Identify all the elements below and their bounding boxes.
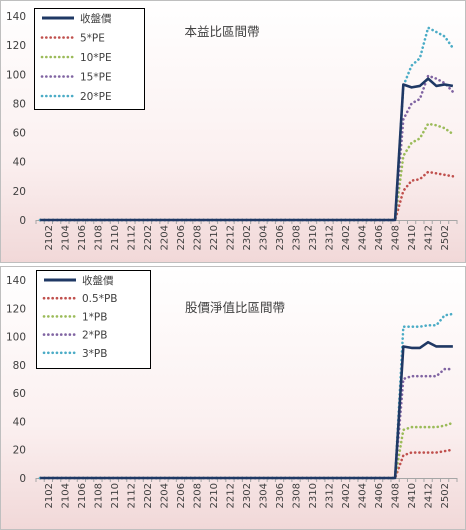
- x-tick-label: 2302: [242, 483, 253, 508]
- x-tick-label: 2402: [341, 483, 352, 508]
- x-tick-label: 2206: [176, 225, 187, 250]
- legend-label: 收盤價: [80, 12, 112, 25]
- x-tick-label: 2110: [110, 483, 121, 508]
- x-tick-label: 2210: [209, 225, 220, 250]
- y-tick-label: 60: [13, 128, 26, 140]
- x-tick-label: 2212: [225, 483, 236, 508]
- y-tick-label: 20: [13, 445, 26, 457]
- x-tick-label: 2110: [110, 225, 121, 250]
- y-tick-label: 100: [6, 69, 26, 81]
- chart-title: 股價淨值比區間帶: [185, 300, 285, 315]
- x-tick-label: 2302: [242, 225, 253, 250]
- x-tick-label: 2104: [60, 225, 71, 250]
- pe-band-chart: 0 20 40 60 80 100 120 140 2102 2104 2106 2108 2110 21…: [0, 0, 466, 263]
- x-tick-label: 2406: [374, 225, 385, 250]
- y-tick-label: 120: [6, 40, 26, 52]
- pb-band-chart: 0 20 40 60 80 100 120 140 2102 2104 2106 2108 2110 21…: [0, 266, 466, 530]
- chart-title: 本益比區間帶: [184, 24, 259, 39]
- x-tick-label: 2204: [159, 483, 170, 508]
- x-tick-label: 2410: [407, 225, 418, 250]
- x-tick-label: 2202: [143, 225, 154, 250]
- x-tick-label: 2206: [176, 483, 187, 508]
- x-tick-label: 2102: [44, 483, 55, 508]
- legend-label: 3*PB: [82, 348, 107, 360]
- x-tick-label: 2212: [225, 225, 236, 250]
- x-tick-label: 2408: [391, 483, 402, 508]
- x-tick-label: 2502: [440, 225, 451, 250]
- pe-band-chart-svg: 0 20 40 60 80 100 120 140 2102 2104 2106 2108 2110 21…: [0, 0, 466, 263]
- x-tick-label: 2108: [93, 483, 104, 508]
- x-tick-label: 2406: [374, 483, 385, 508]
- legend-label: 20*PE: [80, 91, 112, 103]
- x-tick-label: 2108: [93, 225, 104, 250]
- x-tick-label: 2210: [209, 483, 220, 508]
- pb-band-chart-svg: 0 20 40 60 80 100 120 140 2102 2104 2106 2108 2110 21…: [0, 266, 466, 530]
- series-line-0: [40, 340, 453, 480]
- y-tick-label: 60: [13, 388, 26, 400]
- x-tick-label: 2412: [424, 225, 435, 250]
- legend-label: 收盤價: [82, 274, 114, 287]
- legend-label: 15*PE: [80, 72, 112, 84]
- legend-box: [36, 270, 151, 369]
- legend-label: 10*PE: [80, 52, 112, 64]
- x-tick-label: 2402: [341, 225, 352, 250]
- x-tick-label: 2312: [325, 225, 336, 250]
- y-tick-label: 40: [13, 157, 26, 169]
- y-tick-label: 80: [13, 360, 26, 372]
- x-tick-label: 2502: [440, 483, 451, 508]
- x-tick-label: 2304: [259, 225, 270, 250]
- legend-label: 1*PB: [82, 311, 107, 323]
- x-tick-label: 2208: [192, 483, 203, 508]
- x-tick-label: 2308: [292, 483, 303, 508]
- x-tick-label: 2102: [44, 225, 55, 250]
- y-tick-label: 140: [6, 275, 26, 287]
- x-tick-label: 2202: [143, 483, 154, 508]
- x-tick-label: 2310: [308, 225, 319, 250]
- y-tick-label: 100: [6, 332, 26, 344]
- y-tick-label: 0: [19, 473, 26, 485]
- x-tick-label: 2112: [126, 225, 137, 250]
- x-tick-label: 2104: [60, 483, 71, 508]
- x-tick-label: 2304: [259, 483, 270, 508]
- x-tick-label: 2310: [308, 483, 319, 508]
- y-tick-label: 0: [19, 215, 26, 227]
- y-tick-label: 40: [13, 416, 26, 428]
- x-tick-label: 2204: [159, 225, 170, 250]
- series-line-0: [40, 77, 454, 222]
- x-tick-label: 2312: [325, 483, 336, 508]
- y-tick-label: 80: [13, 98, 26, 110]
- x-tick-label: 2412: [424, 483, 435, 508]
- legend-label: 2*PB: [82, 330, 107, 342]
- x-tick-label: 2404: [358, 225, 369, 250]
- x-tick-label: 2308: [292, 225, 303, 250]
- legend-label: 0.5*PB: [82, 293, 117, 305]
- x-tick-label: 2106: [77, 483, 88, 508]
- legend-box: [34, 8, 145, 110]
- x-tick-label: 2208: [192, 225, 203, 250]
- x-tick-label: 2112: [126, 483, 137, 508]
- y-tick-label: 140: [6, 11, 26, 23]
- x-tick-label: 2404: [358, 483, 369, 508]
- x-tick-label: 2306: [275, 483, 286, 508]
- x-tick-label: 2410: [407, 483, 418, 508]
- x-tick-label: 2408: [391, 225, 402, 250]
- x-tick-label: 2306: [275, 225, 286, 250]
- y-tick-label: 120: [6, 303, 26, 315]
- y-tick-label: 20: [13, 186, 26, 198]
- x-tick-label: 2106: [77, 225, 88, 250]
- legend-label: 5*PE: [80, 33, 105, 45]
